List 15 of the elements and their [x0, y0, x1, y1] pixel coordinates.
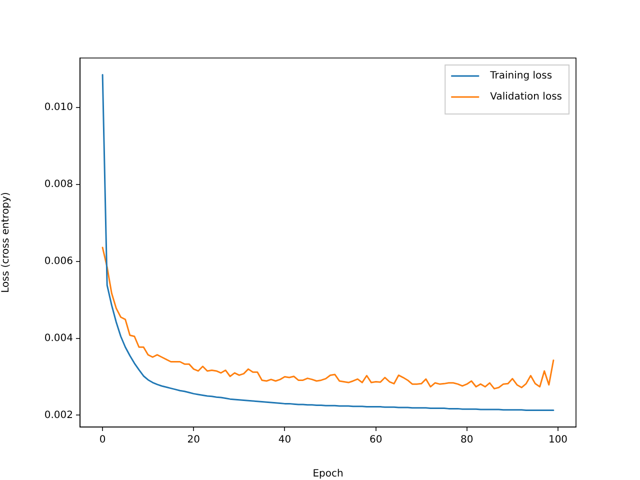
- y-tick-label: 0.006: [44, 256, 73, 267]
- legend-label: Validation loss: [490, 92, 562, 103]
- y-tick-label: 0.004: [44, 332, 73, 344]
- y-tick-label: 0.008: [44, 179, 73, 190]
- x-tick-label: 80: [460, 434, 474, 446]
- y-tick-label: 0.002: [44, 410, 73, 421]
- legend-label: Training loss: [489, 70, 552, 82]
- x-tick-label: 20: [187, 434, 200, 446]
- y-axis-title: Loss (cross entropy): [0, 192, 12, 293]
- x-tick-label: 100: [548, 434, 568, 446]
- x-axis-title: Epoch: [312, 468, 344, 480]
- y-tick-label: 0.010: [44, 102, 73, 114]
- x-tick-label: 40: [278, 434, 292, 446]
- x-tick-label: 60: [369, 434, 382, 446]
- x-tick-label: 0: [99, 434, 106, 446]
